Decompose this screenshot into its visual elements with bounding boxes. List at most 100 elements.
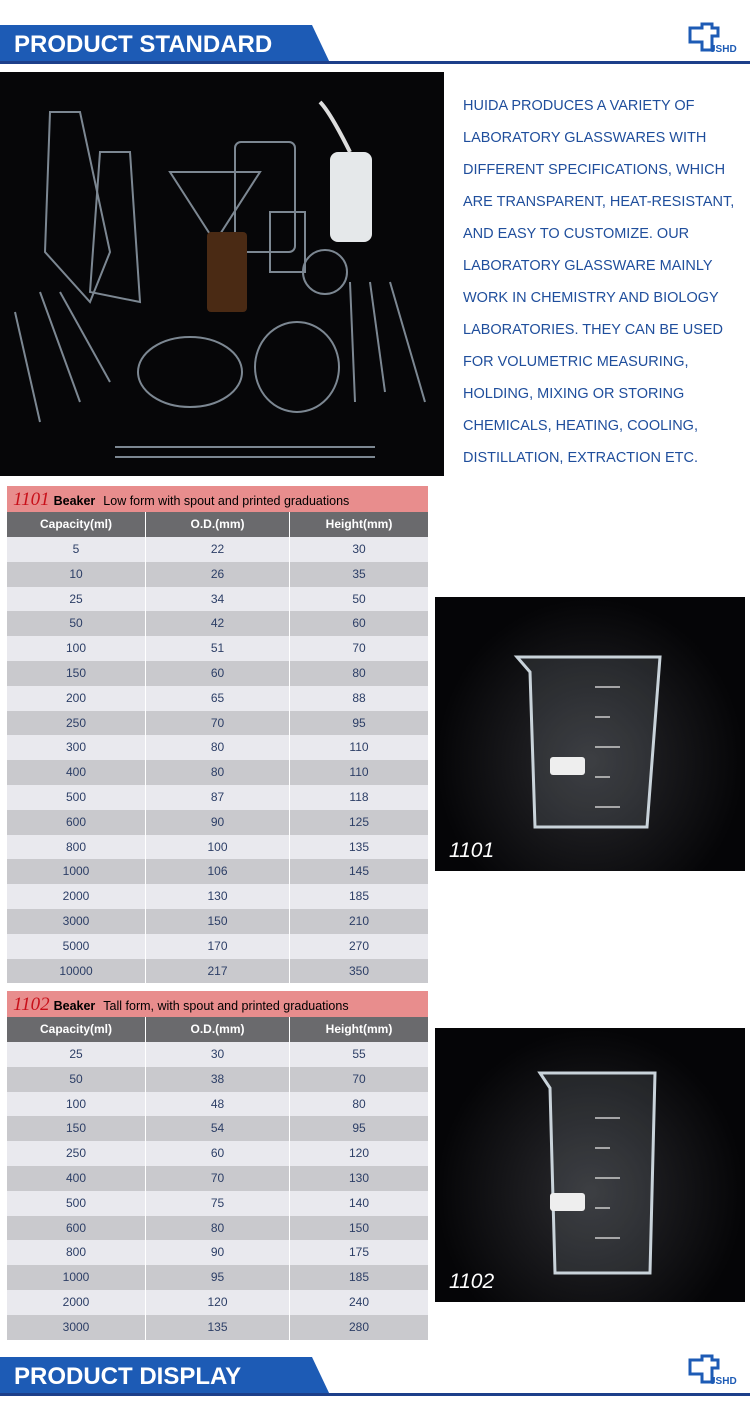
intro-line: FOR VOLUMETRIC MEASURING, — [463, 354, 689, 370]
table-cell: 600 — [7, 809, 146, 835]
table-row: 300 80 110 — [7, 735, 428, 761]
table-cell: 70 — [352, 641, 366, 656]
table-header: Capacity(ml) O.D.(mm) Height(mm) — [7, 512, 428, 537]
table-cell: 51 — [146, 636, 290, 661]
intro-line: HOLDING, MIXING OR STORING — [463, 386, 685, 402]
table-cell: 50 — [7, 1066, 146, 1092]
table-cell: 2000 — [7, 884, 146, 909]
table-cell: 150 — [348, 1220, 370, 1235]
header-rule — [0, 61, 750, 64]
table-cell: 150 — [146, 909, 290, 934]
hero-photo — [0, 72, 444, 476]
table-row: 50 42 60 — [7, 611, 428, 637]
table-cell: 300 — [7, 735, 146, 761]
table-cell: 48 — [146, 1091, 290, 1117]
intro-line: DISTILLATION, EXTRACTION ETC. — [463, 450, 698, 466]
table-cell: 270 — [348, 938, 370, 953]
table-cell: 80 — [352, 666, 366, 680]
table-cell: 150 — [7, 1116, 146, 1142]
table-cell: 140 — [348, 1195, 370, 1210]
product-photo: 1101 — [435, 597, 745, 871]
logo-text: JSHD — [710, 44, 737, 55]
table-row: 200 65 88 — [7, 685, 428, 711]
table-row: 25 34 50 — [7, 586, 428, 612]
table-row: 500 87 118 — [7, 785, 428, 810]
table-cell: 175 — [348, 1245, 370, 1260]
product-name: Beaker — [53, 494, 96, 508]
table-cell: 65 — [146, 685, 290, 711]
beaker-drawing — [537, 1071, 657, 1275]
footer-rule — [0, 1393, 750, 1396]
table-cell: 60 — [352, 616, 366, 631]
table-cell: 800 — [7, 834, 146, 860]
table-cell: 125 — [348, 814, 370, 829]
logo-text: JSHD — [710, 1376, 737, 1387]
product-code: 1101 — [13, 489, 50, 510]
intro-line: LABORATORY GLASSWARES WITH — [463, 130, 707, 146]
table-cell: 42 — [146, 611, 290, 637]
table-cell: 10 — [7, 561, 146, 587]
table-cell: 100 — [7, 1091, 146, 1117]
column-header: O.D.(mm) — [146, 1017, 290, 1042]
table-row: 400 70 130 — [7, 1166, 428, 1191]
table-cell: 110 — [349, 765, 369, 780]
table-cell: 80 — [146, 760, 290, 785]
table-cell: 50 — [352, 591, 366, 606]
table-cell: 30 — [352, 542, 366, 556]
photo-caption: 1101 — [449, 839, 495, 862]
table-cell: 80 — [352, 1096, 366, 1111]
table-header: Capacity(ml) O.D.(mm) Height(mm) — [7, 1017, 428, 1042]
table-cell: 26 — [146, 561, 290, 587]
table-row: 600 80 150 — [7, 1215, 428, 1241]
table-row: 150 60 80 — [7, 661, 428, 686]
intro-line: CHEMICALS, HEATING, COOLING, — [463, 418, 698, 434]
table-cell: 400 — [7, 1166, 146, 1191]
header-banner: PRODUCT STANDARD — [0, 25, 330, 63]
table-row: 10 26 35 — [7, 561, 428, 587]
table-cell: 500 — [7, 1190, 146, 1216]
table-cell: 5 — [7, 537, 146, 562]
table-cell: 25 — [7, 586, 146, 612]
table-cell: 30 — [146, 1042, 290, 1067]
table-cell: 185 — [348, 889, 370, 904]
table-cell: 10000 — [7, 958, 146, 984]
table-cell: 400 — [7, 760, 146, 785]
table-cell: 22 — [146, 537, 290, 562]
table-row: 25 30 55 — [7, 1042, 428, 1067]
photo-caption: 1102 — [449, 1270, 495, 1293]
table-cell: 250 — [7, 1141, 146, 1166]
table-cell: 1000 — [7, 859, 146, 885]
table-cell: 106 — [146, 859, 290, 885]
table-row: 100 51 70 — [7, 636, 428, 661]
table-cell: 70 — [146, 710, 290, 736]
table-row: 100 48 80 — [7, 1091, 428, 1117]
logo: JSHD — [684, 22, 740, 55]
logo-icon: JSHD — [688, 22, 737, 55]
table-cell: 87 — [146, 785, 290, 810]
intro-line: WORK IN CHEMISTRY AND BIOLOGY — [463, 290, 719, 306]
table-cell: 217 — [146, 958, 290, 984]
table-cell: 118 — [349, 790, 369, 804]
table-row: 250 60 120 — [7, 1141, 428, 1166]
table-cell: 240 — [348, 1295, 370, 1309]
table-cell: 200 — [7, 685, 146, 711]
table-cell: 130 — [348, 1171, 370, 1185]
table-cell: 34 — [146, 586, 290, 612]
table-cell: 54 — [146, 1116, 290, 1142]
table-cell: 280 — [348, 1319, 370, 1334]
table-cell: 5000 — [7, 933, 146, 959]
table-cell: 120 — [348, 1146, 370, 1161]
table-cell: 60 — [146, 1141, 290, 1166]
table-cell: 170 — [146, 933, 290, 959]
table-row: 150 54 95 — [7, 1116, 428, 1142]
table-cell: 100 — [146, 834, 290, 860]
table-cell: 350 — [348, 963, 370, 978]
intro-line: ARE TRANSPARENT, HEAT-RESISTANT, — [463, 194, 735, 210]
product-photo: 1102 — [435, 1028, 745, 1302]
table-cell: 90 — [146, 1240, 290, 1266]
table-row: 800 100 135 — [7, 834, 428, 860]
table-cell: 800 — [7, 1240, 146, 1266]
table-cell: 130 — [146, 884, 290, 909]
table-cell: 38 — [146, 1066, 290, 1092]
